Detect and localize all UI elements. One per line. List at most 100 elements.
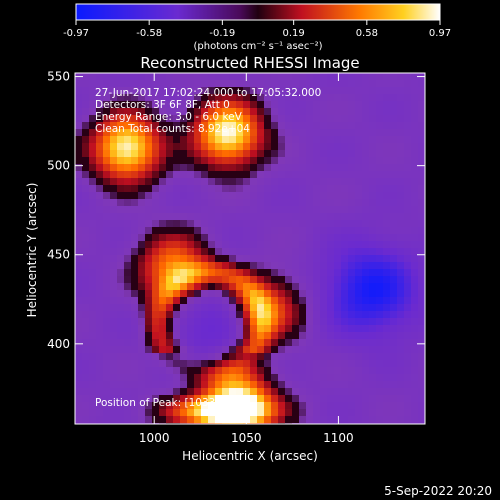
heatmap-cell xyxy=(278,416,286,424)
heatmap-cell xyxy=(285,178,293,186)
heatmap-cell xyxy=(278,192,286,200)
heatmap-cell xyxy=(173,241,181,249)
heatmap-cell xyxy=(187,304,195,312)
heatmap-cell xyxy=(117,101,125,109)
heatmap-cell xyxy=(152,360,160,368)
heatmap-cell xyxy=(145,129,153,137)
heatmap-cell xyxy=(250,360,258,368)
heatmap-cell xyxy=(306,185,314,193)
heatmap-cell xyxy=(264,227,272,235)
heatmap-cell xyxy=(201,388,209,396)
heatmap-cell xyxy=(299,73,307,81)
heatmap-cell xyxy=(348,360,356,368)
heatmap-cell xyxy=(236,185,244,193)
heatmap-cell xyxy=(390,388,398,396)
heatmap-cell xyxy=(173,108,181,116)
heatmap-cell xyxy=(117,80,125,88)
heatmap-cell xyxy=(404,276,412,284)
heatmap-cell xyxy=(215,122,223,130)
heatmap-cell xyxy=(376,227,384,235)
heatmap-cell xyxy=(397,262,405,270)
heatmap-cell xyxy=(334,213,342,221)
heatmap-cell xyxy=(390,94,398,102)
heatmap-cell xyxy=(264,94,272,102)
heatmap-cell xyxy=(131,276,139,284)
heatmap-cell xyxy=(250,276,258,284)
heatmap-cell xyxy=(152,409,160,417)
heatmap-cell xyxy=(75,360,83,368)
heatmap-cell xyxy=(404,136,412,144)
heatmap-cell xyxy=(96,360,104,368)
heatmap-cell xyxy=(138,255,146,263)
heatmap-cell xyxy=(306,150,314,158)
heatmap-cell xyxy=(383,80,391,88)
heatmap-cell xyxy=(138,374,146,382)
heatmap-cell xyxy=(243,129,251,137)
heatmap-cell xyxy=(348,311,356,319)
heatmap-cell xyxy=(236,304,244,312)
heatmap-cell xyxy=(166,269,174,277)
heatmap-cell xyxy=(145,192,153,200)
heatmap-cell xyxy=(173,143,181,151)
heatmap-cell xyxy=(348,178,356,186)
heatmap-cell xyxy=(278,248,286,256)
heatmap-cell xyxy=(355,108,363,116)
heatmap-cell xyxy=(166,122,174,130)
heatmap-cell xyxy=(348,332,356,340)
heatmap-cell xyxy=(117,311,125,319)
heatmap-cell xyxy=(159,192,167,200)
heatmap-cell xyxy=(222,164,230,172)
heatmap-cell xyxy=(215,374,223,382)
heatmap-cell xyxy=(292,381,300,389)
heatmap-cell xyxy=(313,206,321,214)
heatmap-cell xyxy=(236,178,244,186)
heatmap-cell xyxy=(117,416,125,424)
heatmap-cell xyxy=(208,395,216,403)
heatmap-cell xyxy=(229,255,237,263)
heatmap-cell xyxy=(110,360,118,368)
heatmap-cell xyxy=(117,108,125,116)
heatmap-cell xyxy=(152,150,160,158)
heatmap-cell xyxy=(89,136,97,144)
heatmap-cell xyxy=(404,241,412,249)
heatmap-cell xyxy=(166,241,174,249)
heatmap-cell xyxy=(75,304,83,312)
heatmap-cell xyxy=(75,171,83,179)
heatmap-cell xyxy=(397,164,405,172)
heatmap-cell xyxy=(278,150,286,158)
heatmap-cell xyxy=(320,367,328,375)
heatmap-cell xyxy=(96,150,104,158)
heatmap-cell xyxy=(117,171,125,179)
heatmap-cell xyxy=(306,283,314,291)
heatmap-cell xyxy=(285,311,293,319)
heatmap-cell xyxy=(292,360,300,368)
heatmap-cell xyxy=(75,262,83,270)
heatmap-cell xyxy=(390,227,398,235)
heatmap-cell xyxy=(418,115,425,123)
heatmap-cell xyxy=(257,122,265,130)
heatmap-cell xyxy=(187,332,195,340)
heatmap-cell xyxy=(201,94,209,102)
heatmap-cell xyxy=(383,367,391,375)
heatmap-cell xyxy=(229,143,237,151)
heatmap-cell xyxy=(187,115,195,123)
heatmap-cell xyxy=(397,157,405,165)
heatmap-cell xyxy=(194,409,202,417)
heatmap-cell xyxy=(103,374,111,382)
heatmap-cell xyxy=(103,290,111,298)
heatmap-cell xyxy=(271,339,279,347)
heatmap-cell xyxy=(418,311,425,319)
heatmap-cell xyxy=(201,143,209,151)
heatmap-cell xyxy=(397,227,405,235)
heatmap-cell xyxy=(152,283,160,291)
heatmap-cell xyxy=(306,220,314,228)
heatmap-cell xyxy=(124,304,132,312)
heatmap-cell xyxy=(341,150,349,158)
heatmap-cell xyxy=(306,311,314,319)
heatmap-cell xyxy=(404,122,412,130)
heatmap-cell xyxy=(257,80,265,88)
heatmap-cell xyxy=(313,297,321,305)
heatmap-cell xyxy=(306,388,314,396)
heatmap-cell xyxy=(173,283,181,291)
heatmap-cell xyxy=(110,108,118,116)
